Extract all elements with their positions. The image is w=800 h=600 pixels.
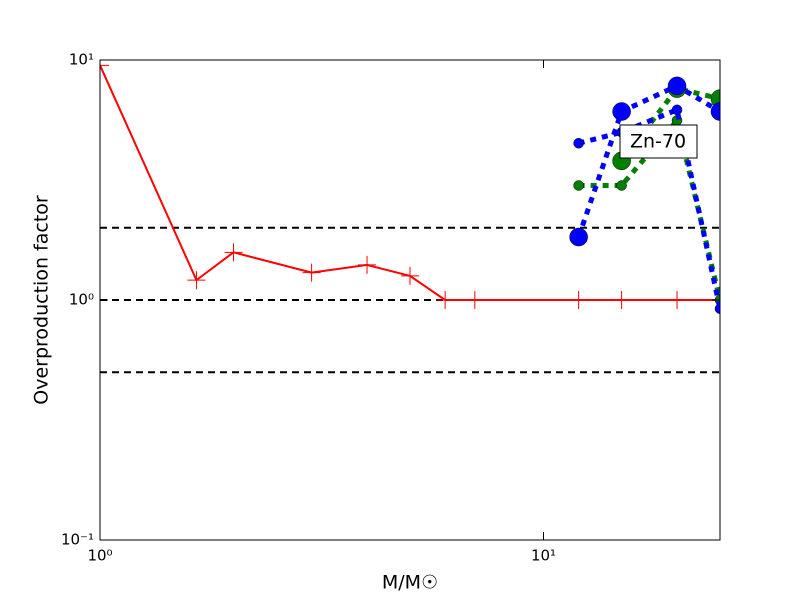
marker xyxy=(401,266,419,285)
annotation-box xyxy=(619,124,698,159)
marker xyxy=(100,60,109,75)
marker xyxy=(569,291,588,309)
y-tick-label: 10¹ xyxy=(69,51,94,69)
series-line xyxy=(100,64,720,301)
x-tick-label: 10¹ xyxy=(531,547,556,565)
marker xyxy=(573,137,584,149)
marker xyxy=(714,303,720,314)
marker xyxy=(187,271,206,290)
plot-area xyxy=(100,60,720,374)
series-line xyxy=(576,83,720,238)
y-tick-label: 10⁰ xyxy=(69,291,94,309)
series-line xyxy=(619,85,720,163)
y-axis-label: Overproduction factor xyxy=(31,195,53,405)
annotation: Zn-70 xyxy=(630,131,686,153)
x-axis-label: M/M☉ xyxy=(382,572,438,594)
marker xyxy=(569,227,588,247)
x-tick-label: 10⁰ xyxy=(87,547,112,565)
y-tick-label: 10⁻¹ xyxy=(61,531,94,549)
marker xyxy=(465,291,484,309)
marker xyxy=(224,243,243,262)
marker xyxy=(358,255,377,274)
marker xyxy=(616,180,627,191)
marker xyxy=(302,263,321,282)
marker xyxy=(612,102,631,121)
marker xyxy=(573,180,584,191)
marker xyxy=(436,291,455,309)
marker xyxy=(710,102,720,121)
marker xyxy=(612,291,631,309)
plot-frame xyxy=(99,59,721,541)
series-line xyxy=(578,106,720,310)
marker xyxy=(671,104,683,116)
marker xyxy=(667,76,687,96)
marker xyxy=(668,291,687,309)
